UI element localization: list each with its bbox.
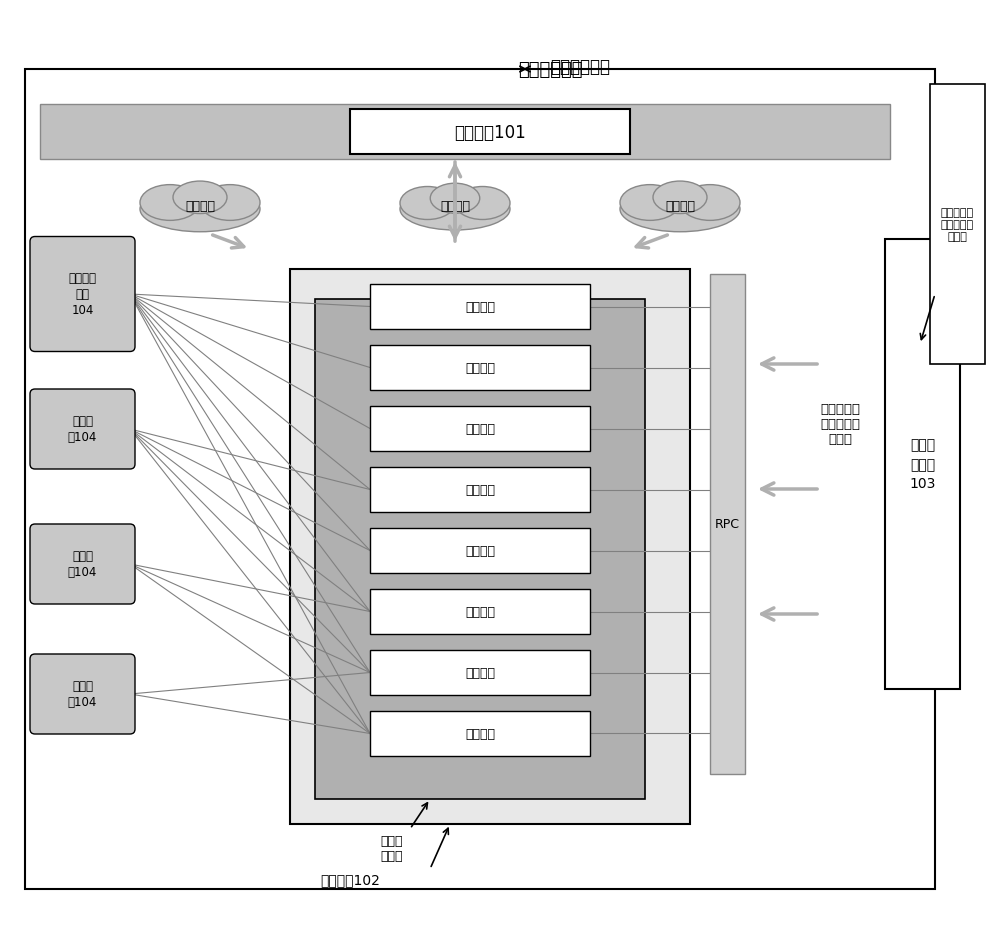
FancyBboxPatch shape	[370, 589, 590, 634]
Text: 第一网
关分组: 第一网 关分组	[380, 834, 402, 862]
Text: 网关设备: 网关设备	[465, 545, 495, 557]
Text: 管控设备101: 管控设备101	[454, 124, 526, 142]
Text: 第一消息
通道
104: 第一消息 通道 104	[68, 272, 96, 317]
Text: 消息通
道104: 消息通 道104	[68, 415, 97, 444]
Ellipse shape	[455, 187, 510, 220]
Text: 消息通
道104: 消息通 道104	[68, 680, 97, 709]
Ellipse shape	[620, 187, 740, 232]
FancyBboxPatch shape	[30, 525, 135, 604]
FancyBboxPatch shape	[25, 70, 935, 889]
FancyBboxPatch shape	[370, 346, 590, 391]
FancyBboxPatch shape	[930, 85, 985, 364]
Ellipse shape	[400, 189, 510, 230]
Text: 消息处理系统: 消息处理系统	[550, 58, 610, 76]
Text: 网关设备: 网关设备	[465, 423, 495, 435]
FancyBboxPatch shape	[315, 299, 645, 800]
FancyBboxPatch shape	[290, 270, 690, 824]
FancyBboxPatch shape	[885, 240, 960, 689]
Text: 资源调度: 资源调度	[665, 200, 695, 213]
FancyBboxPatch shape	[710, 275, 745, 774]
Text: RPC: RPC	[715, 518, 740, 531]
Ellipse shape	[400, 187, 455, 220]
Ellipse shape	[653, 182, 707, 214]
Ellipse shape	[200, 185, 260, 221]
Ellipse shape	[140, 185, 200, 221]
Text: 网关设备: 网关设备	[465, 605, 495, 618]
Text: 网关设备: 网关设备	[465, 483, 495, 497]
Text: 第一消息通
道对应的路
由信息: 第一消息通 道对应的路 由信息	[941, 208, 974, 243]
Text: 消息服
务设备
103: 消息服 务设备 103	[909, 438, 936, 491]
FancyBboxPatch shape	[30, 390, 135, 469]
Text: 网关设备: 网关设备	[465, 727, 495, 740]
Text: 网关集群102: 网关集群102	[320, 872, 380, 886]
Text: 消息通
道104: 消息通 道104	[68, 550, 97, 579]
FancyBboxPatch shape	[40, 105, 890, 160]
Text: 消息处理系统: 消息处理系统	[518, 61, 582, 79]
Ellipse shape	[430, 184, 480, 214]
FancyBboxPatch shape	[370, 407, 590, 451]
FancyBboxPatch shape	[370, 711, 590, 756]
FancyBboxPatch shape	[370, 467, 590, 513]
Text: 心跳上报: 心跳上报	[440, 200, 470, 213]
Ellipse shape	[173, 182, 227, 214]
FancyBboxPatch shape	[370, 285, 590, 329]
Ellipse shape	[680, 185, 740, 221]
FancyBboxPatch shape	[370, 650, 590, 696]
Text: 网关设备: 网关设备	[465, 301, 495, 313]
Text: 网关设备: 网关设备	[465, 362, 495, 375]
FancyBboxPatch shape	[30, 654, 135, 734]
FancyBboxPatch shape	[30, 237, 135, 352]
Text: 资源分配: 资源分配	[185, 200, 215, 213]
Ellipse shape	[620, 185, 680, 221]
FancyBboxPatch shape	[350, 110, 630, 155]
Ellipse shape	[140, 187, 260, 232]
FancyBboxPatch shape	[370, 529, 590, 573]
Text: 向目标网关
设备发送目
标消息: 向目标网关 设备发送目 标消息	[820, 403, 860, 446]
Text: 网关设备: 网关设备	[465, 666, 495, 680]
